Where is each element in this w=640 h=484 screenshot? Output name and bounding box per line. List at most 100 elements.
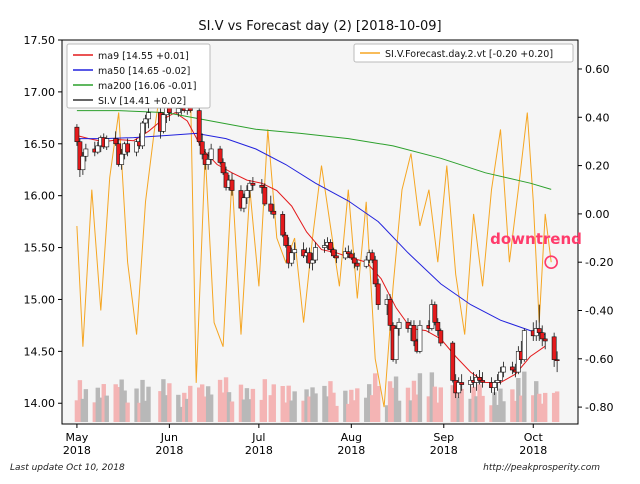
volume-bar — [92, 402, 98, 422]
volume-bar — [387, 381, 393, 422]
y-tick-label: 16.00 — [24, 190, 56, 203]
y2-tick-label: 0.40 — [585, 111, 610, 124]
x-tick-label-month: Jun — [160, 431, 178, 444]
candle-body — [363, 259, 369, 267]
candle-body — [250, 182, 256, 186]
x-tick-label-year: 2018 — [519, 444, 547, 457]
annotation-circle — [544, 255, 558, 269]
candle-body — [438, 330, 444, 344]
volume-bar — [352, 400, 357, 422]
volume-bar — [367, 384, 372, 422]
y2-tick-label: 0.00 — [585, 208, 610, 221]
volume-bar — [271, 384, 276, 422]
candle-body — [456, 382, 462, 394]
x-tick-label-year: 2018 — [430, 444, 458, 457]
y-tick-label: 17.00 — [24, 86, 56, 99]
candle-body — [262, 187, 268, 205]
volume-bar — [384, 405, 390, 422]
x-tick-label-month: Oct — [524, 431, 544, 444]
candle-body — [372, 259, 378, 285]
volume-bar — [310, 387, 315, 422]
volume-bar — [143, 400, 148, 422]
volume-bars — [74, 371, 560, 422]
volume-bar — [280, 386, 285, 422]
volume-bar — [205, 386, 211, 422]
volume-bar — [390, 387, 396, 422]
volume-bar — [176, 394, 181, 422]
volume-bar — [375, 386, 381, 422]
volume-bar — [238, 384, 244, 422]
legend-label: ma200 [16.06 -0.01] — [98, 81, 196, 92]
volume-bar — [259, 399, 265, 422]
volume-bar — [304, 389, 309, 422]
candle-body — [417, 325, 423, 352]
volume-bar — [83, 389, 89, 422]
volume-bar — [74, 400, 80, 422]
volume-bar — [116, 387, 121, 422]
candle-body — [393, 328, 399, 360]
volume-bar — [534, 381, 539, 422]
volume-bar — [244, 388, 250, 422]
candle-body — [498, 371, 503, 381]
volume-bar — [307, 396, 312, 422]
candle-body — [268, 203, 274, 212]
candle-body — [196, 110, 202, 143]
volume-bar — [540, 403, 545, 422]
candlesticks — [74, 91, 560, 399]
volume-bar — [474, 396, 479, 422]
candle-body — [217, 148, 223, 163]
candle-body — [396, 321, 402, 329]
y2-tick-label: -0.20 — [585, 256, 613, 269]
volume-bar — [167, 383, 172, 422]
y2-tick-label: -0.40 — [585, 304, 613, 317]
volume-bar — [202, 396, 208, 422]
candle-body — [95, 145, 101, 153]
plot-border — [61, 39, 579, 425]
volume-bar — [77, 380, 83, 422]
volume-bar — [459, 388, 464, 422]
volume-bar — [372, 373, 378, 422]
volume-bar — [229, 401, 235, 422]
chart-title: SI.V vs Forecast day (2) [2018-10-09] — [198, 19, 441, 34]
volume-bar — [134, 388, 139, 422]
candle-body — [495, 380, 500, 383]
legend-box — [353, 43, 574, 63]
candle-body — [74, 126, 80, 143]
volume-bar — [411, 380, 417, 422]
volume-bar — [537, 393, 542, 422]
volume-bar — [456, 397, 461, 422]
volume-bar — [355, 388, 360, 422]
candle-body — [521, 330, 527, 360]
volume-bar — [492, 392, 497, 422]
candle-body — [539, 332, 545, 340]
legend-label: ma50 [14.65 -0.02] — [98, 66, 190, 77]
volume-bar — [334, 405, 339, 422]
volume-bar — [435, 402, 441, 422]
ma9-line — [76, 112, 546, 383]
candle-body — [283, 234, 289, 246]
volume-bar — [429, 372, 435, 422]
candle-body — [322, 245, 327, 248]
candle-body — [331, 249, 336, 257]
candle-body — [450, 342, 456, 381]
volume-bar — [510, 389, 515, 422]
y-tick-label: 15.50 — [24, 242, 56, 255]
x-tick-label-year: 2018 — [155, 444, 183, 457]
candle-body — [432, 304, 438, 323]
footer-source-url[interactable]: http://peakprosperity.com — [483, 463, 600, 473]
volume-bar — [405, 387, 411, 422]
candle-body — [387, 299, 393, 326]
volume-bar — [480, 395, 485, 422]
candle-body — [351, 257, 357, 264]
volume-bar — [217, 379, 223, 422]
volume-bar — [137, 402, 142, 422]
volume-bar — [104, 395, 109, 422]
volume-bar — [247, 399, 253, 422]
volume-bar — [495, 404, 500, 422]
candle-body — [334, 255, 339, 259]
volume-bar — [98, 397, 103, 422]
candle-body — [307, 252, 312, 264]
volume-bar — [531, 395, 536, 422]
candle-body — [348, 253, 354, 259]
